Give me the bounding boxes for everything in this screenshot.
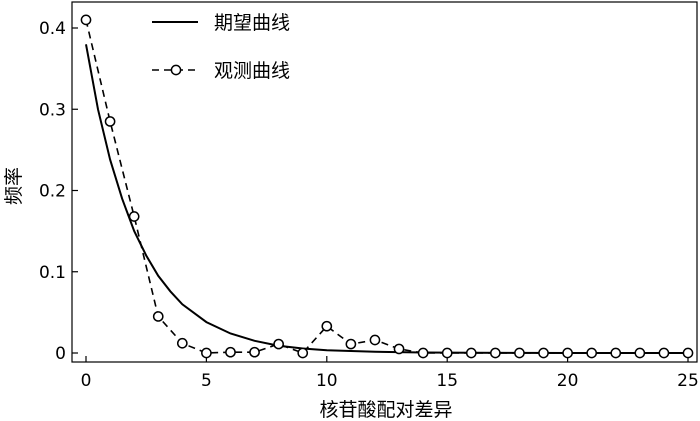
data-point-observed [321,320,333,332]
x-tick-label: 0 [81,371,92,391]
data-point-observed [297,347,309,359]
legend-label-observed: 观测曲线 [214,60,290,82]
x-tick-label: 10 [316,371,338,391]
data-point-observed [441,347,453,359]
y-tick-label: 0 [55,344,66,364]
data-point-observed [417,347,429,359]
data-point-observed [249,346,260,358]
x-axis: 0 5 10 15 20 25 [81,356,699,391]
data-point-observed [610,347,622,359]
data-point-observed [201,347,212,359]
data-point-observed [80,14,92,26]
data-point-observed [369,334,381,346]
x-tick-label: 5 [201,371,212,391]
data-point-observed [586,347,598,359]
y-tick-label: 0.1 [39,263,66,283]
y-tick-label: 0.2 [39,182,66,202]
y-tick-label: 0.3 [39,100,66,120]
data-point-observed [393,343,405,355]
y-axis: 0 0.1 0.2 0.3 0.4 [39,19,78,364]
data-point-observed [465,347,477,359]
x-tick-label: 20 [557,371,579,391]
data-point-observed [538,347,549,359]
x-tick-label: 25 [677,371,699,391]
series-line-expected [85,44,688,354]
data-point-observed [176,337,188,349]
data-point-observed [104,116,116,127]
y-tick-label: 0.4 [39,19,66,39]
legend-marker-observed [170,64,182,76]
x-axis-title: 核苷酸配对差异 [319,399,452,421]
x-tick-label: 15 [436,371,458,391]
legend-label-expected: 期望曲线 [214,12,290,34]
data-point-observed [345,338,357,350]
data-point-observed [562,347,573,359]
data-point-observed [514,347,525,359]
y-axis-title: 频率 [3,167,25,205]
data-point-observed [682,347,694,359]
data-point-observed [658,347,670,359]
data-point-observed [128,211,140,222]
series-layer [80,14,694,359]
data-point-observed [225,346,236,358]
plot-frame [71,1,698,363]
data-point-observed [490,347,501,359]
plot-area [71,1,698,363]
data-point-observed [152,311,164,322]
data-point-observed [273,338,284,350]
data-point-observed [634,347,646,359]
